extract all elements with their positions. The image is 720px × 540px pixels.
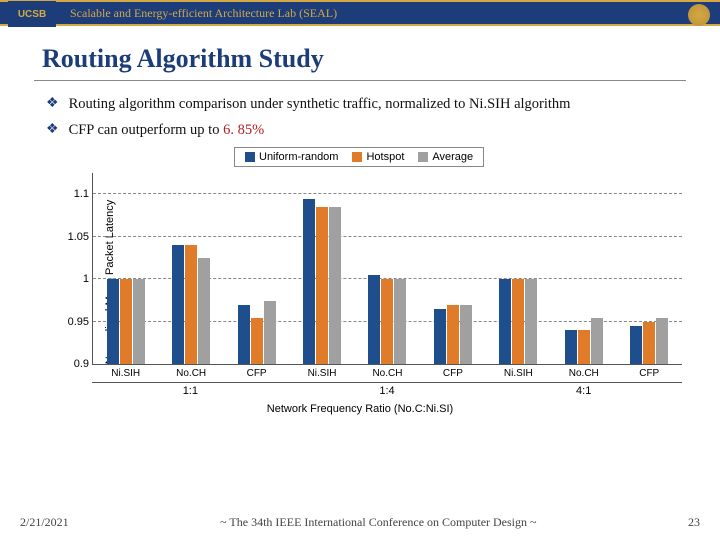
- ratio-label: 1:1: [92, 382, 289, 397]
- bar: [120, 279, 132, 364]
- legend-label: Average: [432, 151, 473, 163]
- legend-label: Hotspot: [366, 151, 404, 163]
- bullet-2-text: CFP can outperform up to 6. 85%: [69, 121, 265, 139]
- ratio-label: 4:1: [485, 382, 682, 397]
- footer-date: 2/21/2021: [20, 515, 69, 530]
- bar: [251, 318, 263, 365]
- legend-label: Uniform-random: [259, 151, 338, 163]
- category-label: CFP: [247, 368, 267, 379]
- bar-group: CFP: [617, 173, 682, 364]
- bar: [198, 258, 210, 364]
- ratio-label: 1:4: [289, 382, 486, 397]
- seal-icon: [688, 4, 710, 26]
- bar-group: No.CH: [158, 173, 223, 364]
- chart-legend: Uniform-random Hotspot Average: [234, 147, 484, 167]
- bar-group: Ni.SIH: [289, 173, 354, 364]
- footer-page-number: 23: [688, 515, 700, 530]
- bar: [264, 301, 276, 365]
- bar: [381, 279, 393, 364]
- legend-swatch-icon: [418, 152, 428, 162]
- bullet-2-highlight: 6. 85%: [223, 122, 264, 138]
- bar: [394, 279, 406, 364]
- bar: [238, 305, 250, 364]
- bar: [591, 318, 603, 365]
- ytick-label: 1: [51, 273, 89, 285]
- bar: [630, 326, 642, 364]
- ytick-label: 0.95: [51, 316, 89, 328]
- bar: [447, 305, 459, 364]
- legend-item: Average: [418, 151, 473, 163]
- chart-plot-area: 0.90.9511.051.1Ni.SIHNo.CHCFPNi.SIHNo.CH…: [92, 173, 682, 365]
- category-label: CFP: [639, 368, 659, 379]
- bar: [107, 279, 119, 364]
- bar: [656, 318, 668, 365]
- bar: [460, 305, 472, 364]
- bar: [525, 279, 537, 364]
- category-label: No.CH: [372, 368, 402, 379]
- title-divider: [34, 80, 686, 81]
- bullet-marker-icon: ❖: [46, 95, 59, 113]
- bar-group: Ni.SIH: [486, 173, 551, 364]
- bullet-2-prefix: CFP can outperform up to: [69, 122, 224, 138]
- bar: [329, 207, 341, 364]
- ucsb-logo: UCSB: [8, 1, 56, 27]
- ytick-label: 1.1: [51, 188, 89, 200]
- bullet-marker-icon: ❖: [46, 121, 59, 139]
- bullet-1-text: Routing algorithm comparison under synth…: [69, 95, 571, 113]
- bar: [565, 330, 577, 364]
- legend-item: Hotspot: [352, 151, 404, 163]
- bar: [499, 279, 511, 364]
- bar: [185, 245, 197, 364]
- bar: [303, 199, 315, 365]
- bar: [368, 275, 380, 364]
- slide-title: Routing Algorithm Study: [42, 44, 720, 74]
- ratio-axis: 1:1 1:4 4:1: [92, 382, 682, 397]
- chart-container: Normalized Mean Packet Latency Uniform-r…: [34, 147, 686, 417]
- category-label: CFP: [443, 368, 463, 379]
- header-bar: UCSB Scalable and Energy-efficient Archi…: [0, 0, 720, 26]
- bar-group: No.CH: [551, 173, 616, 364]
- bar-groups: Ni.SIHNo.CHCFPNi.SIHNo.CHCFPNi.SIHNo.CHC…: [93, 173, 682, 364]
- category-label: Ni.SIH: [111, 368, 140, 379]
- bar: [172, 245, 184, 364]
- footer: 2/21/2021 ~ The 34th IEEE International …: [0, 515, 720, 530]
- category-label: Ni.SIH: [504, 368, 533, 379]
- chart-xlabel: Network Frequency Ratio (No.C:Ni.SI): [34, 403, 686, 415]
- bullet-1: ❖ Routing algorithm comparison under syn…: [46, 95, 680, 113]
- category-label: Ni.SIH: [308, 368, 337, 379]
- bar: [578, 330, 590, 364]
- bullet-list: ❖ Routing algorithm comparison under syn…: [46, 95, 680, 139]
- bar: [512, 279, 524, 364]
- bar: [316, 207, 328, 364]
- bar: [643, 322, 655, 364]
- legend-swatch-icon: [352, 152, 362, 162]
- bar-group: CFP: [420, 173, 485, 364]
- legend-item: Uniform-random: [245, 151, 338, 163]
- category-label: No.CH: [569, 368, 599, 379]
- lab-title: Scalable and Energy-efficient Architectu…: [70, 6, 337, 21]
- bar-group: No.CH: [355, 173, 420, 364]
- bar: [434, 309, 446, 364]
- bar-group: CFP: [224, 173, 289, 364]
- category-label: No.CH: [176, 368, 206, 379]
- footer-conference: ~ The 34th IEEE International Conference…: [69, 515, 688, 530]
- bullet-2: ❖ CFP can outperform up to 6. 85%: [46, 121, 680, 139]
- ytick-label: 1.05: [51, 231, 89, 243]
- bar-group: Ni.SIH: [93, 173, 158, 364]
- bar: [133, 279, 145, 364]
- legend-swatch-icon: [245, 152, 255, 162]
- ytick-label: 0.9: [51, 358, 89, 370]
